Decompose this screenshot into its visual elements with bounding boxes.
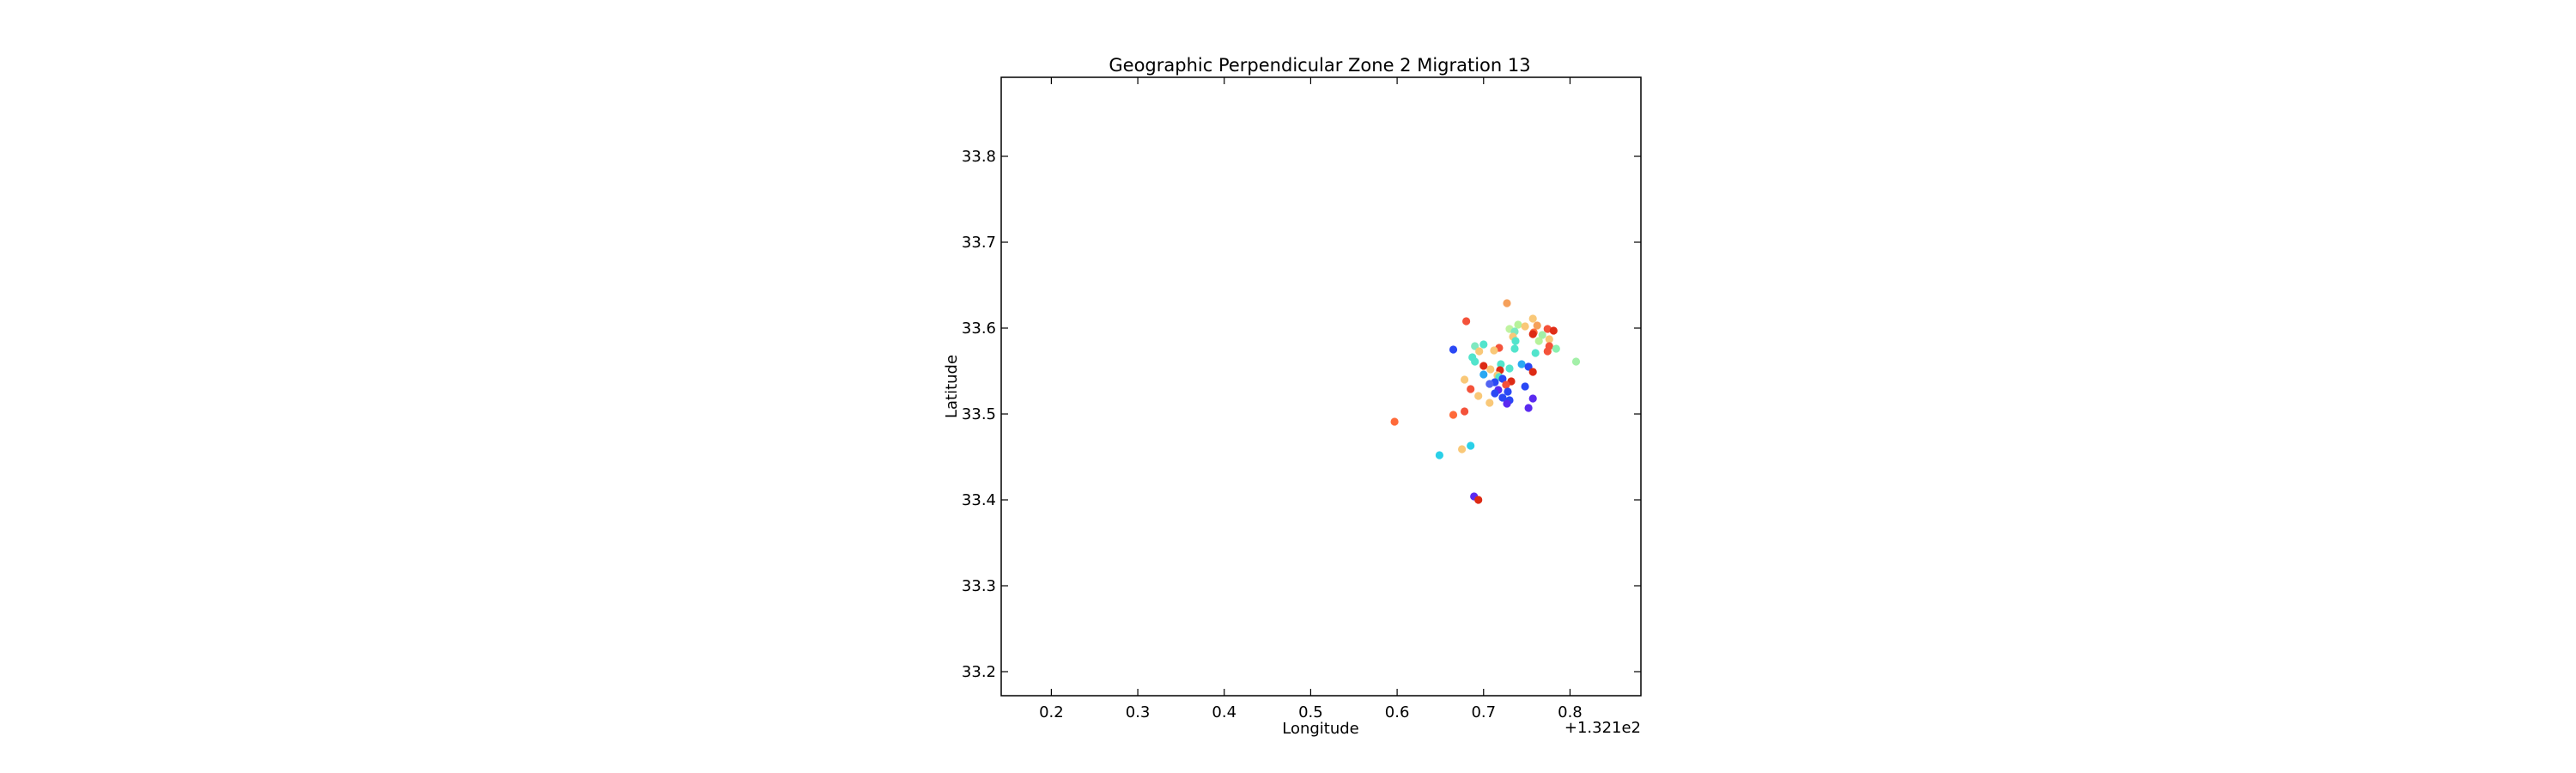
x-axis-offset-label: +1.321e2 xyxy=(1564,719,1641,737)
data-point xyxy=(1502,380,1510,389)
data-point xyxy=(1498,393,1507,402)
data-point xyxy=(1479,340,1488,349)
data-point xyxy=(1524,362,1533,371)
data-point xyxy=(1390,417,1399,426)
plot-frame xyxy=(1000,76,1642,697)
data-point xyxy=(1524,404,1533,412)
data-point xyxy=(1498,374,1507,383)
x-tick-label: 0.8 xyxy=(1558,703,1583,721)
data-point xyxy=(1462,317,1471,326)
data-point xyxy=(1504,387,1512,396)
data-point xyxy=(1533,321,1541,330)
data-point xyxy=(1479,362,1488,370)
x-axis-label: Longitude xyxy=(1282,720,1359,738)
data-point xyxy=(1528,314,1537,323)
data-point xyxy=(1517,360,1526,368)
data-point xyxy=(1435,451,1443,460)
data-point xyxy=(1521,382,1529,391)
y-tick-label: 33.8 xyxy=(962,148,996,166)
data-point xyxy=(1490,346,1498,355)
data-point xyxy=(1543,347,1552,356)
data-point xyxy=(1543,325,1552,333)
data-point xyxy=(1503,299,1511,307)
data-point xyxy=(1471,357,1479,366)
data-point xyxy=(1449,345,1458,354)
y-tick-label: 33.5 xyxy=(962,405,996,423)
x-axis-ticks: 0.2 0.3 0.4 0.5 0.6 0.7 0.8 xyxy=(1039,77,1583,721)
data-point xyxy=(1531,349,1540,357)
x-tick-label: 0.3 xyxy=(1126,703,1151,721)
data-point xyxy=(1497,360,1505,368)
y-axis-label: Latitude xyxy=(943,355,961,418)
data-point xyxy=(1521,322,1529,331)
chart-title: Geographic Perpendicular Zone 2 Migratio… xyxy=(1109,55,1530,76)
data-point xyxy=(1514,320,1522,329)
data-point xyxy=(1528,330,1537,338)
data-point xyxy=(1486,365,1495,374)
data-point xyxy=(1538,331,1546,339)
y-tick-label: 33.4 xyxy=(962,491,996,509)
data-point xyxy=(1479,370,1488,379)
data-point xyxy=(1458,445,1467,453)
data-point xyxy=(1503,399,1511,408)
data-point xyxy=(1485,380,1494,388)
data-point xyxy=(1449,411,1458,419)
data-point xyxy=(1467,385,1475,393)
data-point xyxy=(1552,344,1560,353)
y-tick-label: 33.3 xyxy=(962,577,996,595)
data-point xyxy=(1511,337,1520,345)
points-layer xyxy=(1390,299,1581,504)
data-point xyxy=(1474,392,1483,400)
x-tick-label: 0.6 xyxy=(1385,703,1410,721)
y-tick-label: 33.6 xyxy=(962,320,996,338)
data-point xyxy=(1461,407,1469,416)
data-point xyxy=(1549,326,1558,335)
data-point xyxy=(1475,347,1484,356)
data-point xyxy=(1491,389,1499,398)
data-point xyxy=(1534,337,1543,345)
data-point xyxy=(1571,357,1581,366)
x-tick-label: 0.4 xyxy=(1212,703,1236,721)
data-point xyxy=(1505,364,1514,373)
y-tick-label: 33.7 xyxy=(962,234,996,252)
data-point xyxy=(1474,496,1483,504)
x-tick-label: 0.2 xyxy=(1039,703,1064,721)
x-tick-label: 0.7 xyxy=(1471,703,1496,721)
data-point xyxy=(1485,399,1494,407)
data-point xyxy=(1528,368,1537,376)
data-point xyxy=(1510,344,1519,353)
y-axis-ticks: 33.2 33.3 33.4 33.5 33.6 33.7 33.8 xyxy=(962,148,1641,681)
data-point xyxy=(1467,441,1475,450)
x-tick-label: 0.5 xyxy=(1298,703,1323,721)
plot-area: 0.2 0.3 0.4 0.5 0.6 0.7 0.8 33.233.333.433.533… xyxy=(962,76,1642,721)
y-tick-label: 33.2 xyxy=(962,663,996,681)
data-point xyxy=(1461,375,1469,384)
data-point xyxy=(1545,335,1553,344)
data-point xyxy=(1528,394,1537,403)
